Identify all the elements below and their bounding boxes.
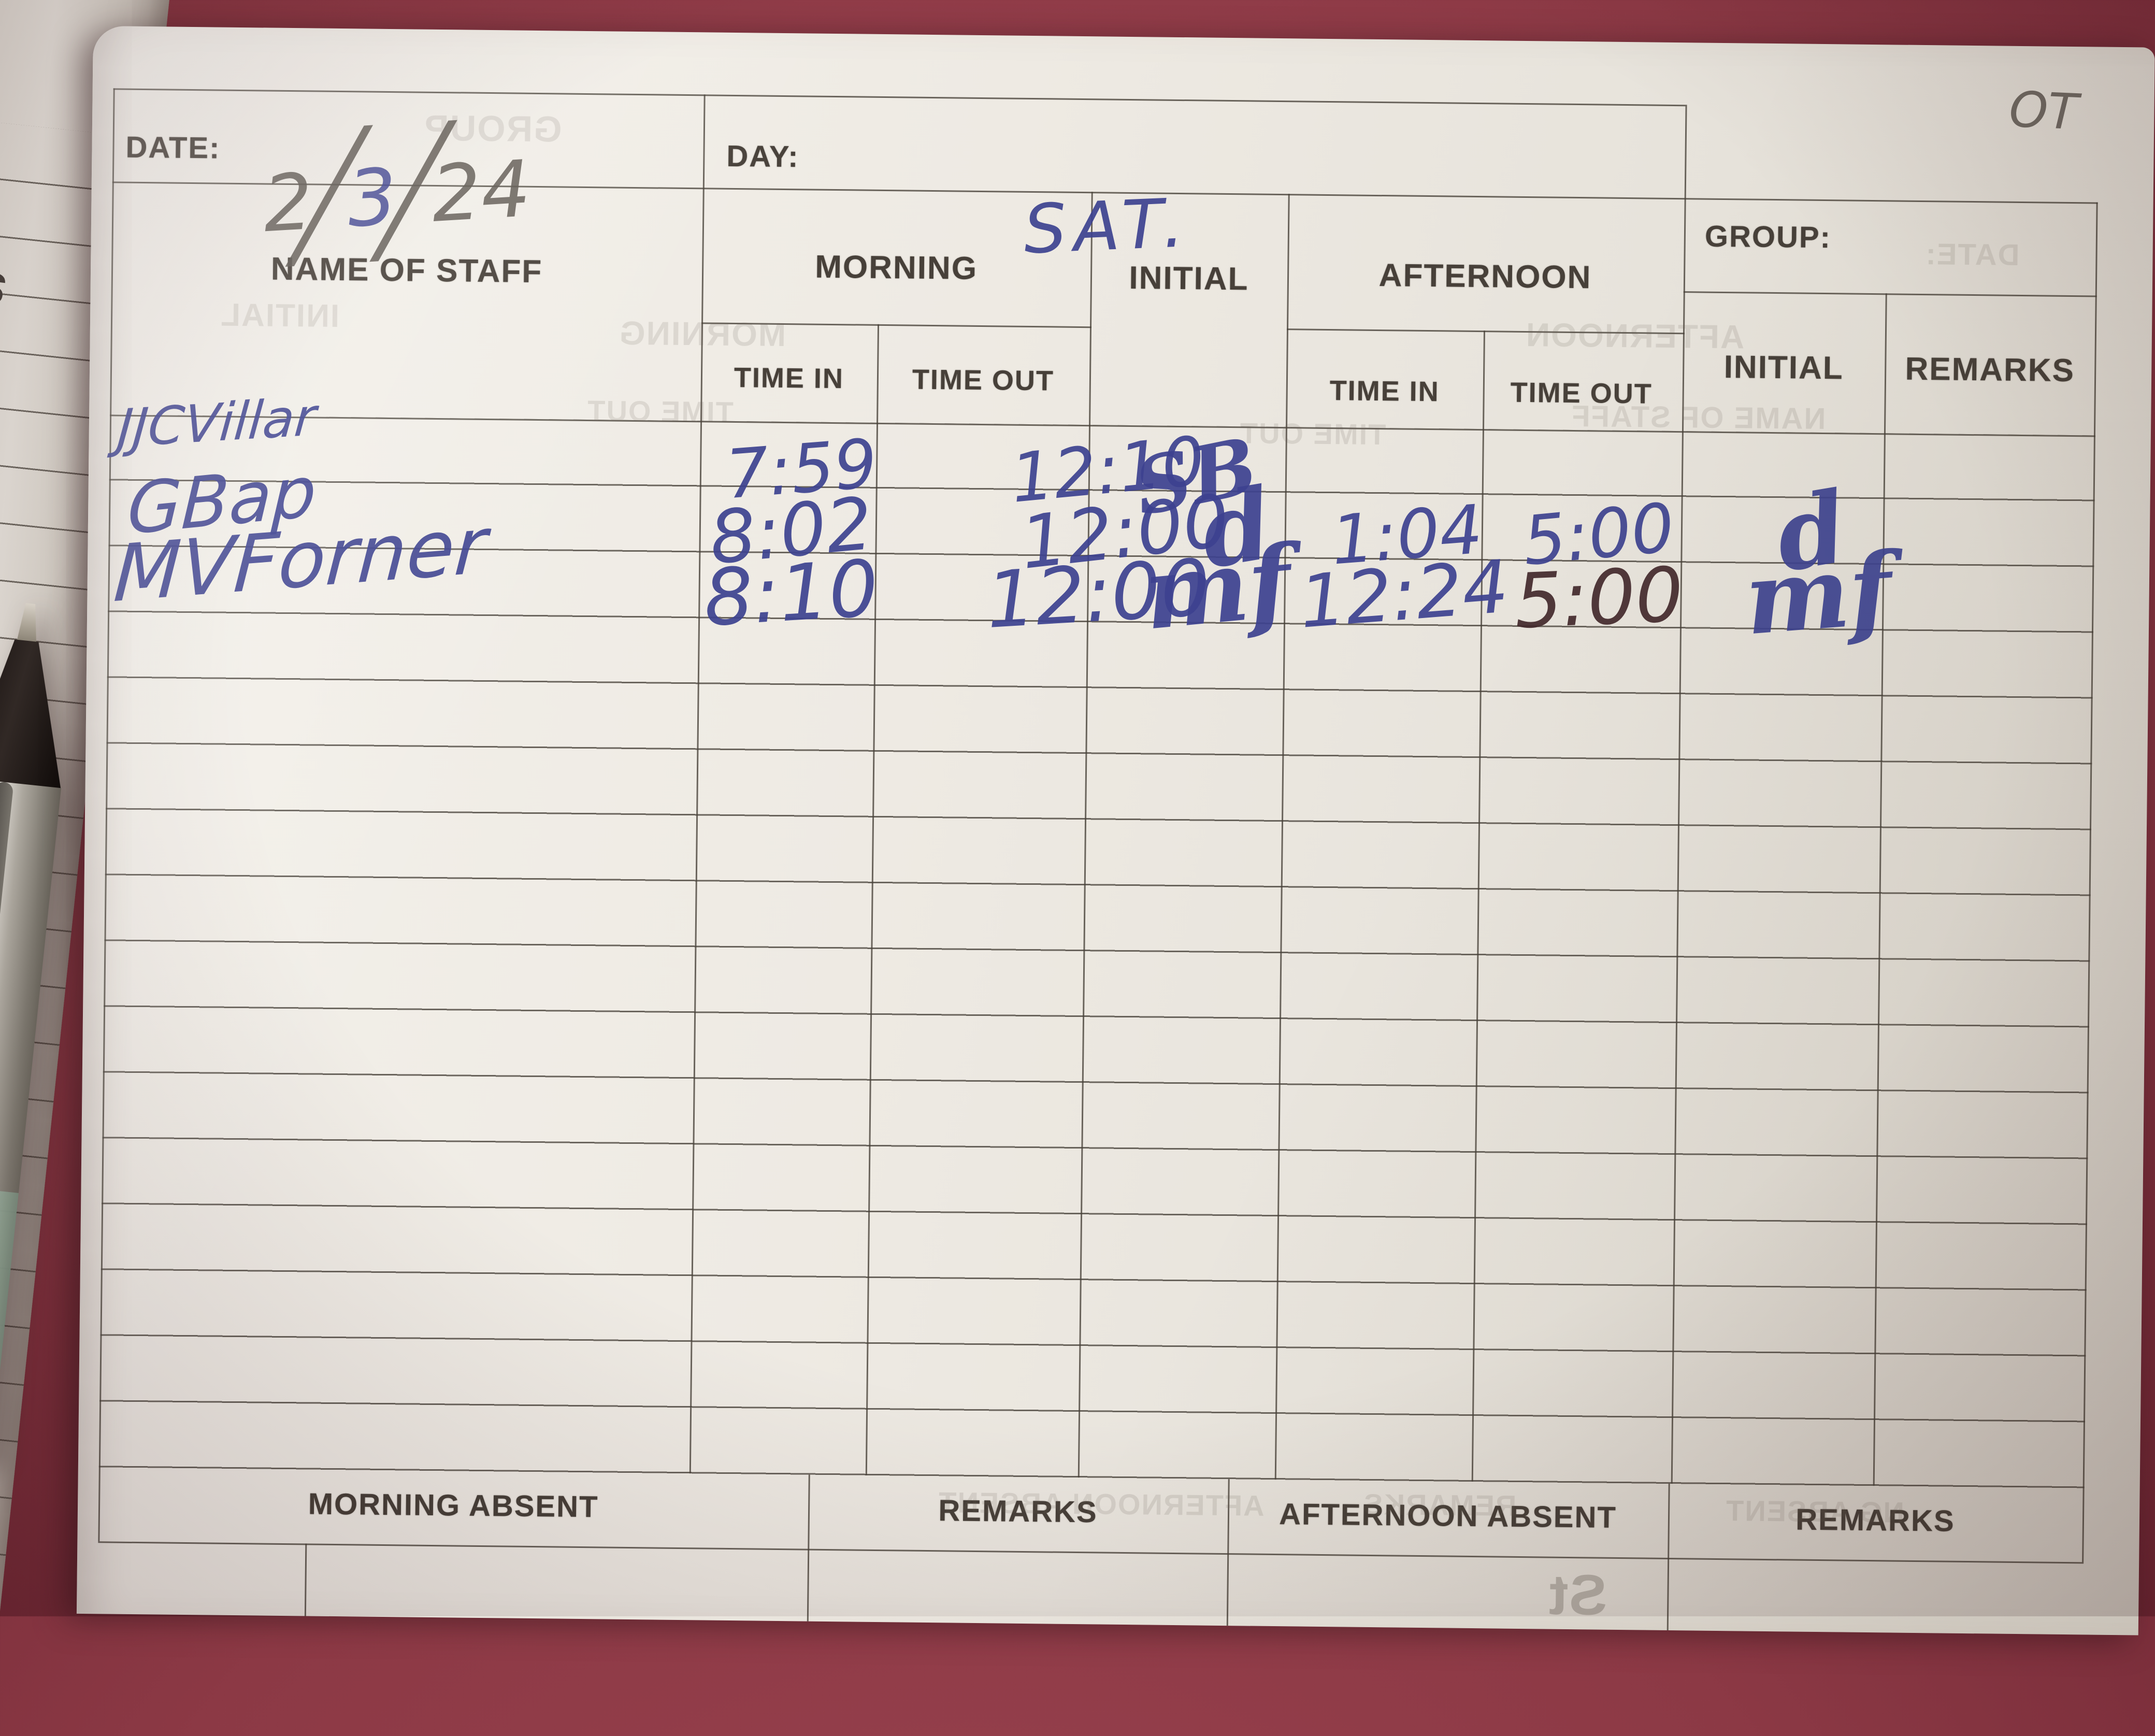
logbook-sheet: DATE: DAY: GROUP: NAME OF STAFF MORNING … <box>76 26 2155 1635</box>
subheader-morning-time-out: TIME OUT <box>912 364 1055 397</box>
grid-vline <box>304 1543 307 1616</box>
pen-tip <box>15 602 42 645</box>
morning-initial-signature: mf <box>1139 523 1296 652</box>
bleedthrough-text: MORNING <box>618 314 786 354</box>
group-label: GROUP: <box>1704 219 1832 255</box>
col-header-initial-morning: INITIAL <box>1129 260 1249 297</box>
bleedthrough-text: INITIAL <box>219 297 340 335</box>
day-label: DAY: <box>726 139 799 174</box>
grid-hline <box>98 1541 2084 1564</box>
bleedthrough-text: REMARKS <box>1362 1487 1517 1522</box>
bleedthrough-text: AFTERNOON <box>1525 315 1745 356</box>
bleedthrough-layer: GROUP DATE: INITIAL MORNING AFTERNOON NAME OF… <box>93 26 2155 1627</box>
subheader-afternoon-time-in: TIME IN <box>1329 375 1440 408</box>
bleedthrough-text: GROUP <box>423 107 563 150</box>
date-label: DATE: <box>125 130 221 165</box>
col-header-morning: MORNING <box>815 249 978 286</box>
grid-vline <box>1668 1483 1670 1558</box>
afternoon-time-out: 5:00 <box>1513 551 1685 646</box>
grid-vline <box>807 1548 810 1622</box>
grid-vline <box>1666 1557 1670 1631</box>
afternoon-initial-signature: mf <box>1741 530 1896 657</box>
corner-note: OT <box>2008 81 2079 141</box>
pen-refill <box>0 781 14 1190</box>
bleedthrough-text: NAME OF STAFF <box>1570 399 1826 436</box>
subheader-morning-time-in: TIME IN <box>734 362 844 395</box>
grid-vline <box>808 1474 810 1549</box>
footer-morning-absent: MORNING ABSENT <box>308 1487 599 1524</box>
date-year: 24 <box>429 144 534 240</box>
afternoon-time-in: 12:24 <box>1296 544 1512 645</box>
bleedthrough-text: NG ABSENT <box>1725 1494 1905 1529</box>
bleedthrough-text: TIME OUT <box>586 394 734 428</box>
pen-grip <box>0 636 76 791</box>
bleedthrough-text: TIME OUT <box>1239 417 1386 451</box>
bleedthrough-text: DATE: <box>1924 237 2020 272</box>
col-header-remarks: REMARKS <box>1905 351 2075 389</box>
bleedthrough-text: St <box>1547 1562 1608 1627</box>
bleedthrough-text: AFTERNOON ABSENT <box>937 1486 1265 1522</box>
grid-vline <box>1226 1553 1229 1626</box>
morning-time-in: 8:10 <box>701 543 881 644</box>
grid-hline <box>1683 291 2097 297</box>
col-header-afternoon: AFTERNOON <box>1378 257 1592 296</box>
day-value: SAT. <box>1022 183 1193 269</box>
staff-name: JJCVillar <box>115 386 319 460</box>
